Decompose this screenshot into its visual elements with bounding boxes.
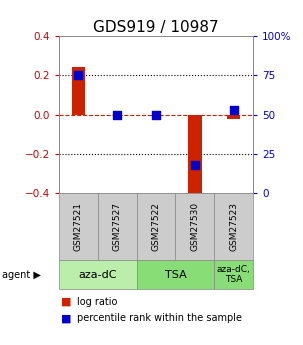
- Text: GSM27521: GSM27521: [74, 202, 83, 252]
- Point: [154, 112, 158, 117]
- Point: [192, 162, 197, 168]
- Text: aza-dC,
TSA: aza-dC, TSA: [217, 265, 251, 284]
- Text: aza-dC: aza-dC: [78, 270, 117, 279]
- Title: GDS919 / 10987: GDS919 / 10987: [93, 20, 219, 35]
- Text: ■: ■: [61, 297, 71, 307]
- Text: GSM27527: GSM27527: [113, 202, 122, 252]
- Text: percentile rank within the sample: percentile rank within the sample: [77, 314, 242, 323]
- Point: [231, 107, 236, 113]
- Text: GSM27522: GSM27522: [152, 203, 161, 251]
- Point: [76, 73, 81, 78]
- Text: log ratio: log ratio: [77, 297, 118, 307]
- Bar: [227, 115, 240, 119]
- Text: agent ▶: agent ▶: [2, 270, 40, 279]
- Text: GSM27523: GSM27523: [229, 202, 238, 252]
- Point: [115, 112, 120, 117]
- Bar: [188, 115, 201, 193]
- Text: GSM27530: GSM27530: [190, 202, 199, 252]
- Text: TSA: TSA: [165, 270, 186, 279]
- Bar: [72, 67, 85, 115]
- Text: ■: ■: [61, 314, 71, 323]
